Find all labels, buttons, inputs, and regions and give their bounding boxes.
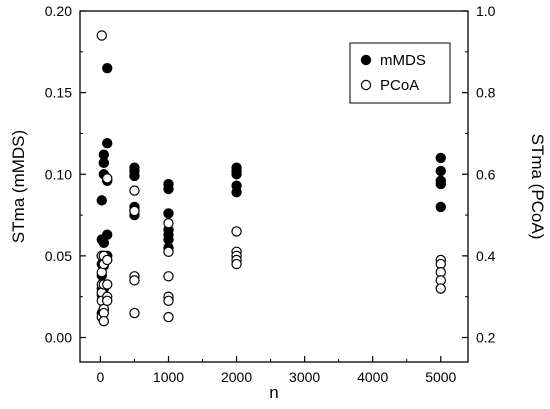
mmds-point	[129, 170, 140, 182]
pcoa-point	[129, 205, 140, 217]
mmds-point	[163, 208, 174, 219]
pcoa-point	[129, 307, 140, 319]
pcoa-point	[231, 226, 242, 237]
pcoa-point	[163, 271, 174, 282]
left-y-tick-label: 0.15	[45, 85, 72, 101]
mmds-point	[102, 138, 113, 149]
legend-marker-mmds	[360, 54, 372, 66]
x-tick-label: 1000	[153, 369, 184, 385]
pcoa-point	[163, 246, 174, 258]
legend-label-pcoa: PCoA	[380, 77, 419, 94]
x-tick-label: 3000	[289, 369, 320, 385]
right-y-tick-label: 0.4	[476, 248, 496, 264]
right-y-axis-ticks: 0.2 0.4 0.6 0.8 1.0	[462, 3, 496, 346]
right-y-tick-label: 0.2	[476, 330, 496, 346]
x-axis-ticks: 0 1000 2000 3000 4000 5000	[97, 356, 457, 385]
legend-marker-pcoa	[360, 79, 372, 91]
pcoa-point	[102, 254, 113, 266]
legend-label-mmds: mMDS	[380, 52, 426, 69]
right-y-tick-label: 0.8	[476, 85, 496, 101]
right-y-axis-label: STma (PCoA)	[528, 134, 547, 240]
mmds-point	[102, 62, 113, 74]
x-axis-label: n	[269, 383, 278, 402]
x-tick-label: 0	[97, 369, 105, 385]
left-y-tick-label: 0.20	[45, 3, 72, 19]
legend: mMDS PCoA	[349, 42, 451, 104]
pcoa-point	[98, 315, 110, 327]
mmds-point	[96, 195, 107, 206]
right-y-tick-label: 1.0	[476, 3, 496, 19]
pcoa-point	[102, 279, 113, 290]
left-y-tick-label: 0.00	[45, 330, 72, 346]
mmds-point	[435, 178, 446, 190]
mmds-point	[435, 152, 446, 164]
left-y-tick-label: 0.10	[45, 166, 72, 182]
mmds-point	[435, 165, 446, 177]
left-y-axis-label: STma (mMDS)	[9, 130, 28, 243]
pcoa-point	[435, 283, 446, 294]
mmds-point	[163, 183, 174, 195]
pcoa-point	[163, 295, 174, 306]
plot-frame	[79, 10, 469, 363]
pcoa-point	[102, 295, 113, 306]
pcoa-point	[231, 258, 242, 270]
data-points	[96, 30, 446, 327]
pcoa-point	[163, 311, 174, 323]
legend-box	[349, 42, 451, 104]
mmds-point	[231, 169, 242, 180]
pcoa-point	[129, 275, 140, 286]
x-tick-label: 5000	[425, 369, 456, 385]
pcoa-point	[163, 218, 174, 229]
x-tick-label: 4000	[357, 369, 388, 385]
mmds-point	[435, 201, 446, 213]
mmds-point	[231, 187, 242, 198]
right-y-tick-label: 0.6	[476, 166, 496, 182]
pcoa-point	[96, 30, 107, 41]
pcoa-point	[129, 185, 140, 196]
left-y-axis-ticks: 0.00 0.05 0.10 0.15 0.20	[45, 3, 86, 346]
pcoa-point	[102, 173, 113, 184]
mmds-point	[102, 229, 113, 240]
left-y-tick-label: 0.05	[45, 248, 72, 264]
x-tick-label: 2000	[221, 369, 252, 385]
mmds-point	[98, 157, 110, 169]
